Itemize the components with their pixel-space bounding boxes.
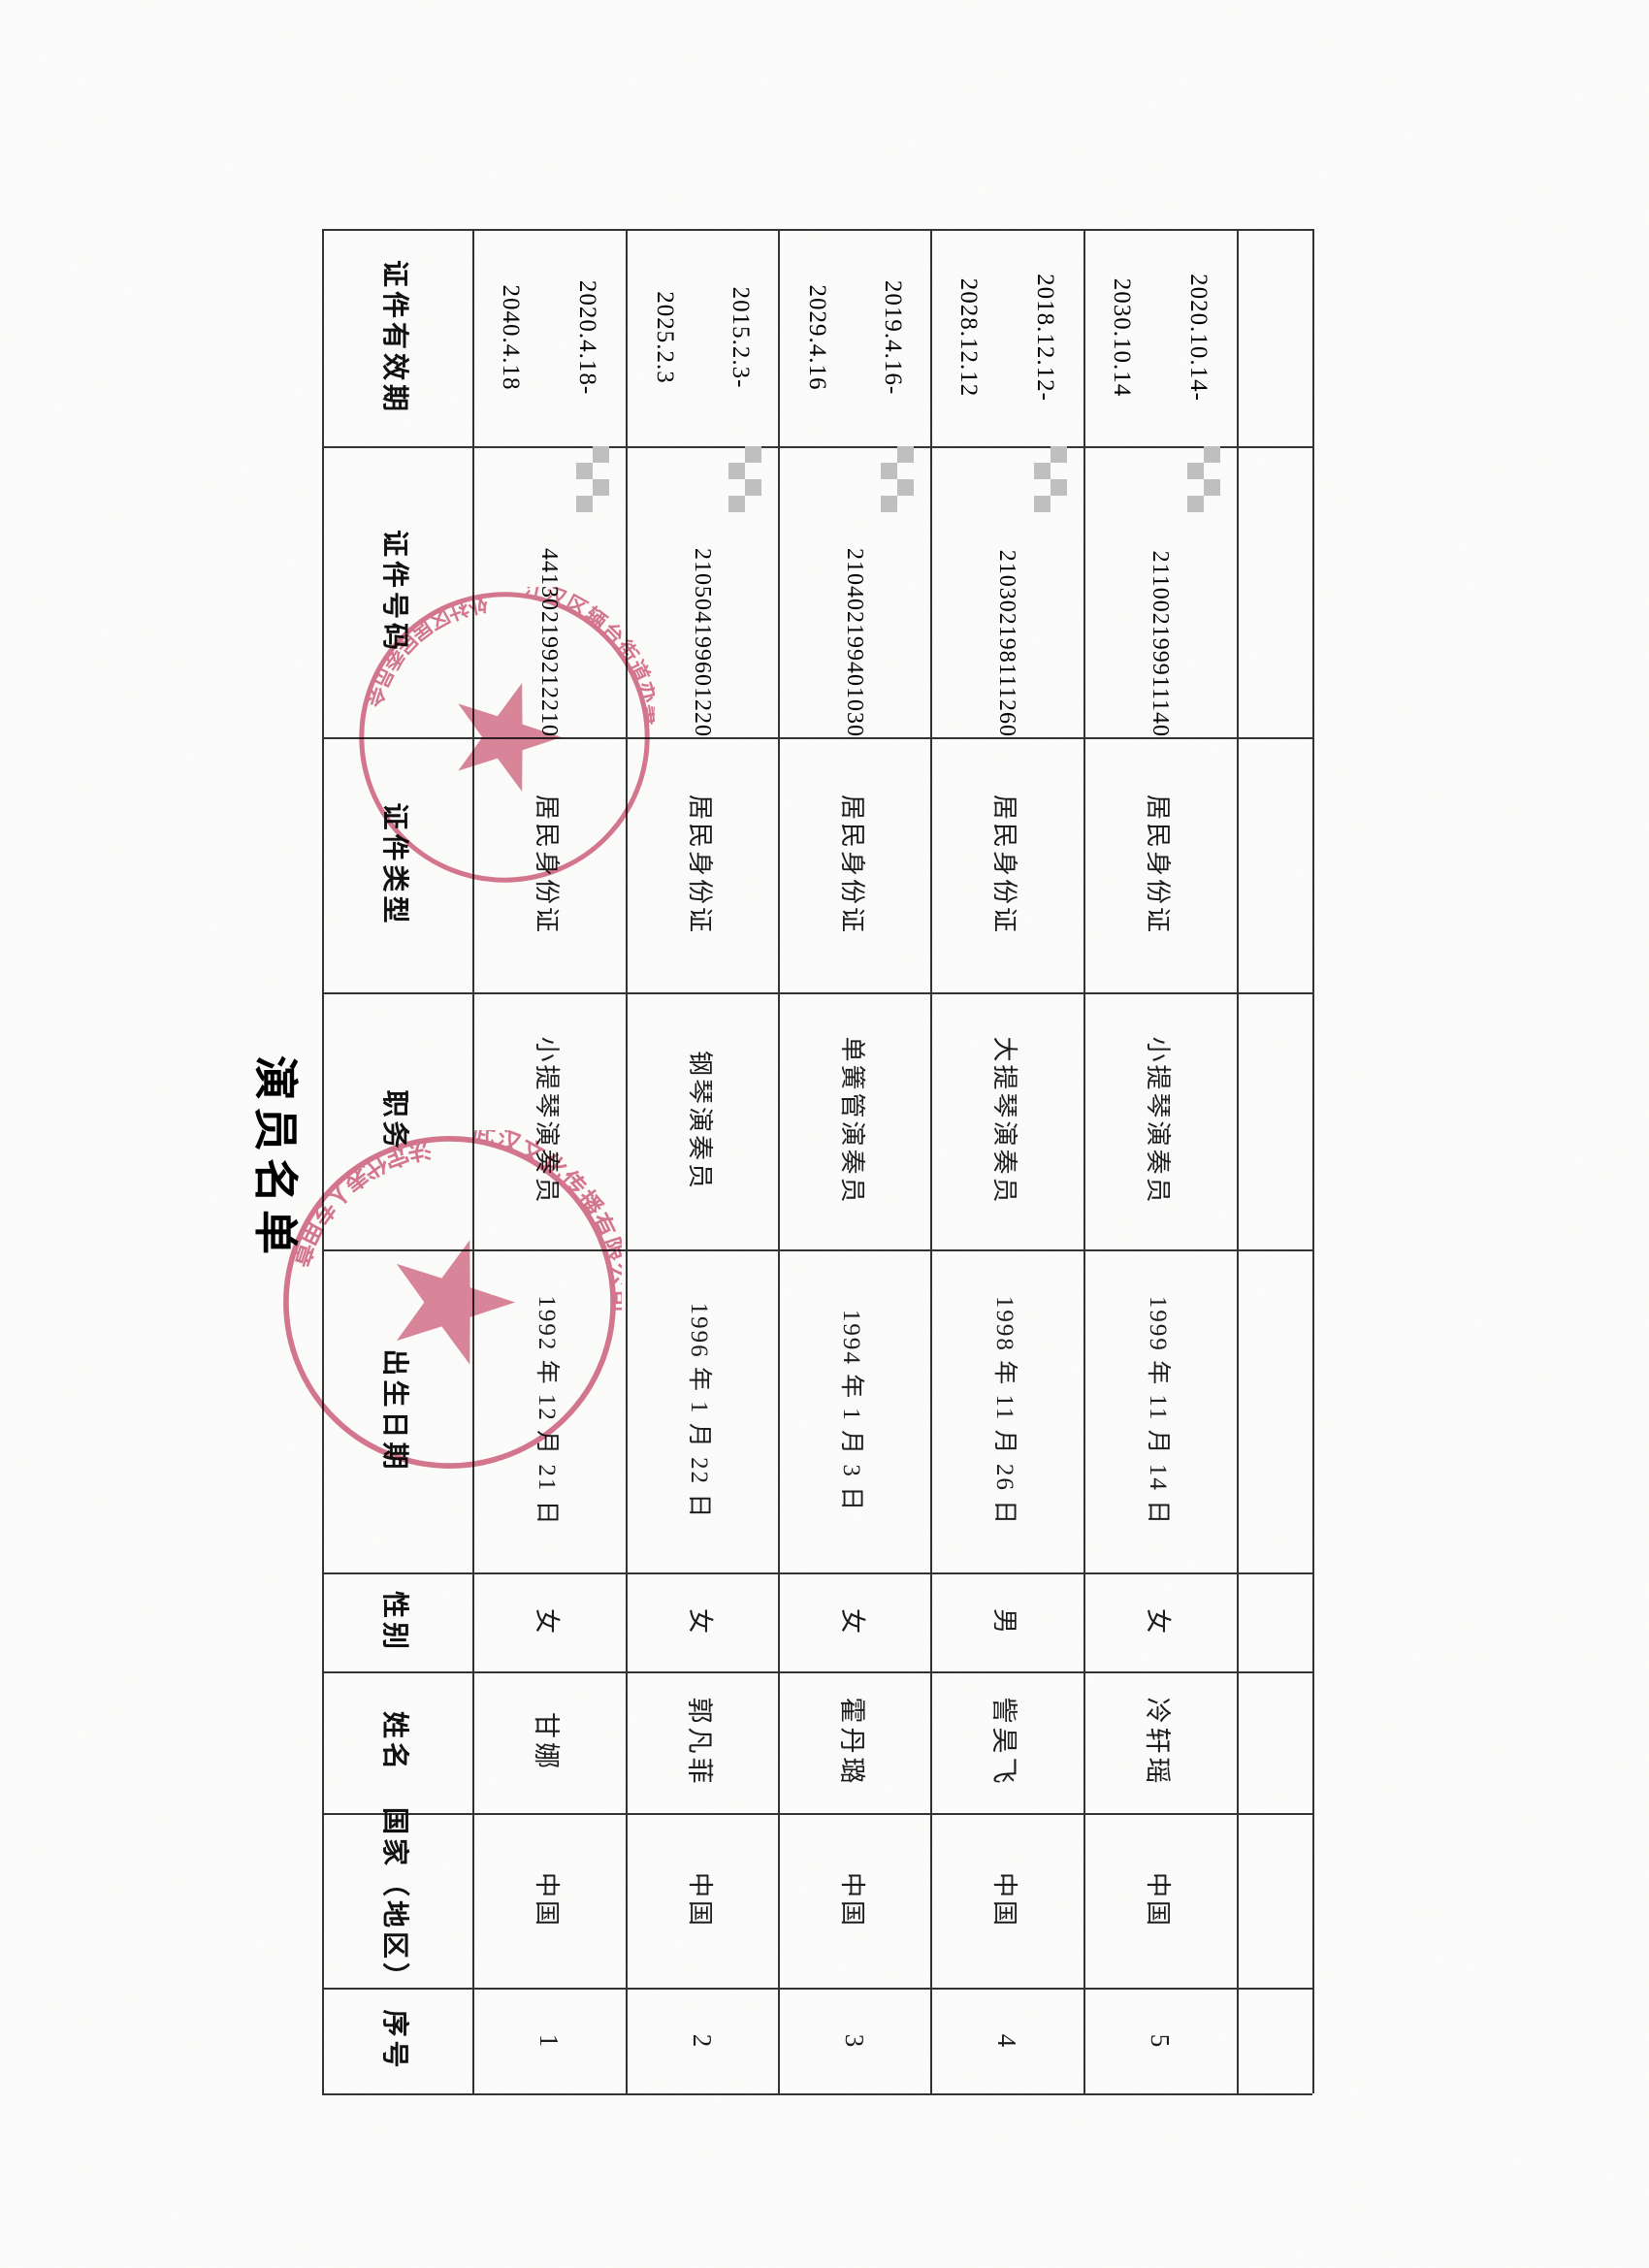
svg-text:江汉区辆台街道办事: 江汉区辆台街道办事 (522, 587, 655, 728)
svg-text:武汉文化传播有限公司: 武汉文化传播有限公司 (469, 1130, 622, 1313)
svg-text:处社区居民委员会: 处社区居民委员会 (360, 590, 491, 710)
svg-text:法定代表人专用章: 法定代表人专用章 (284, 1133, 433, 1270)
